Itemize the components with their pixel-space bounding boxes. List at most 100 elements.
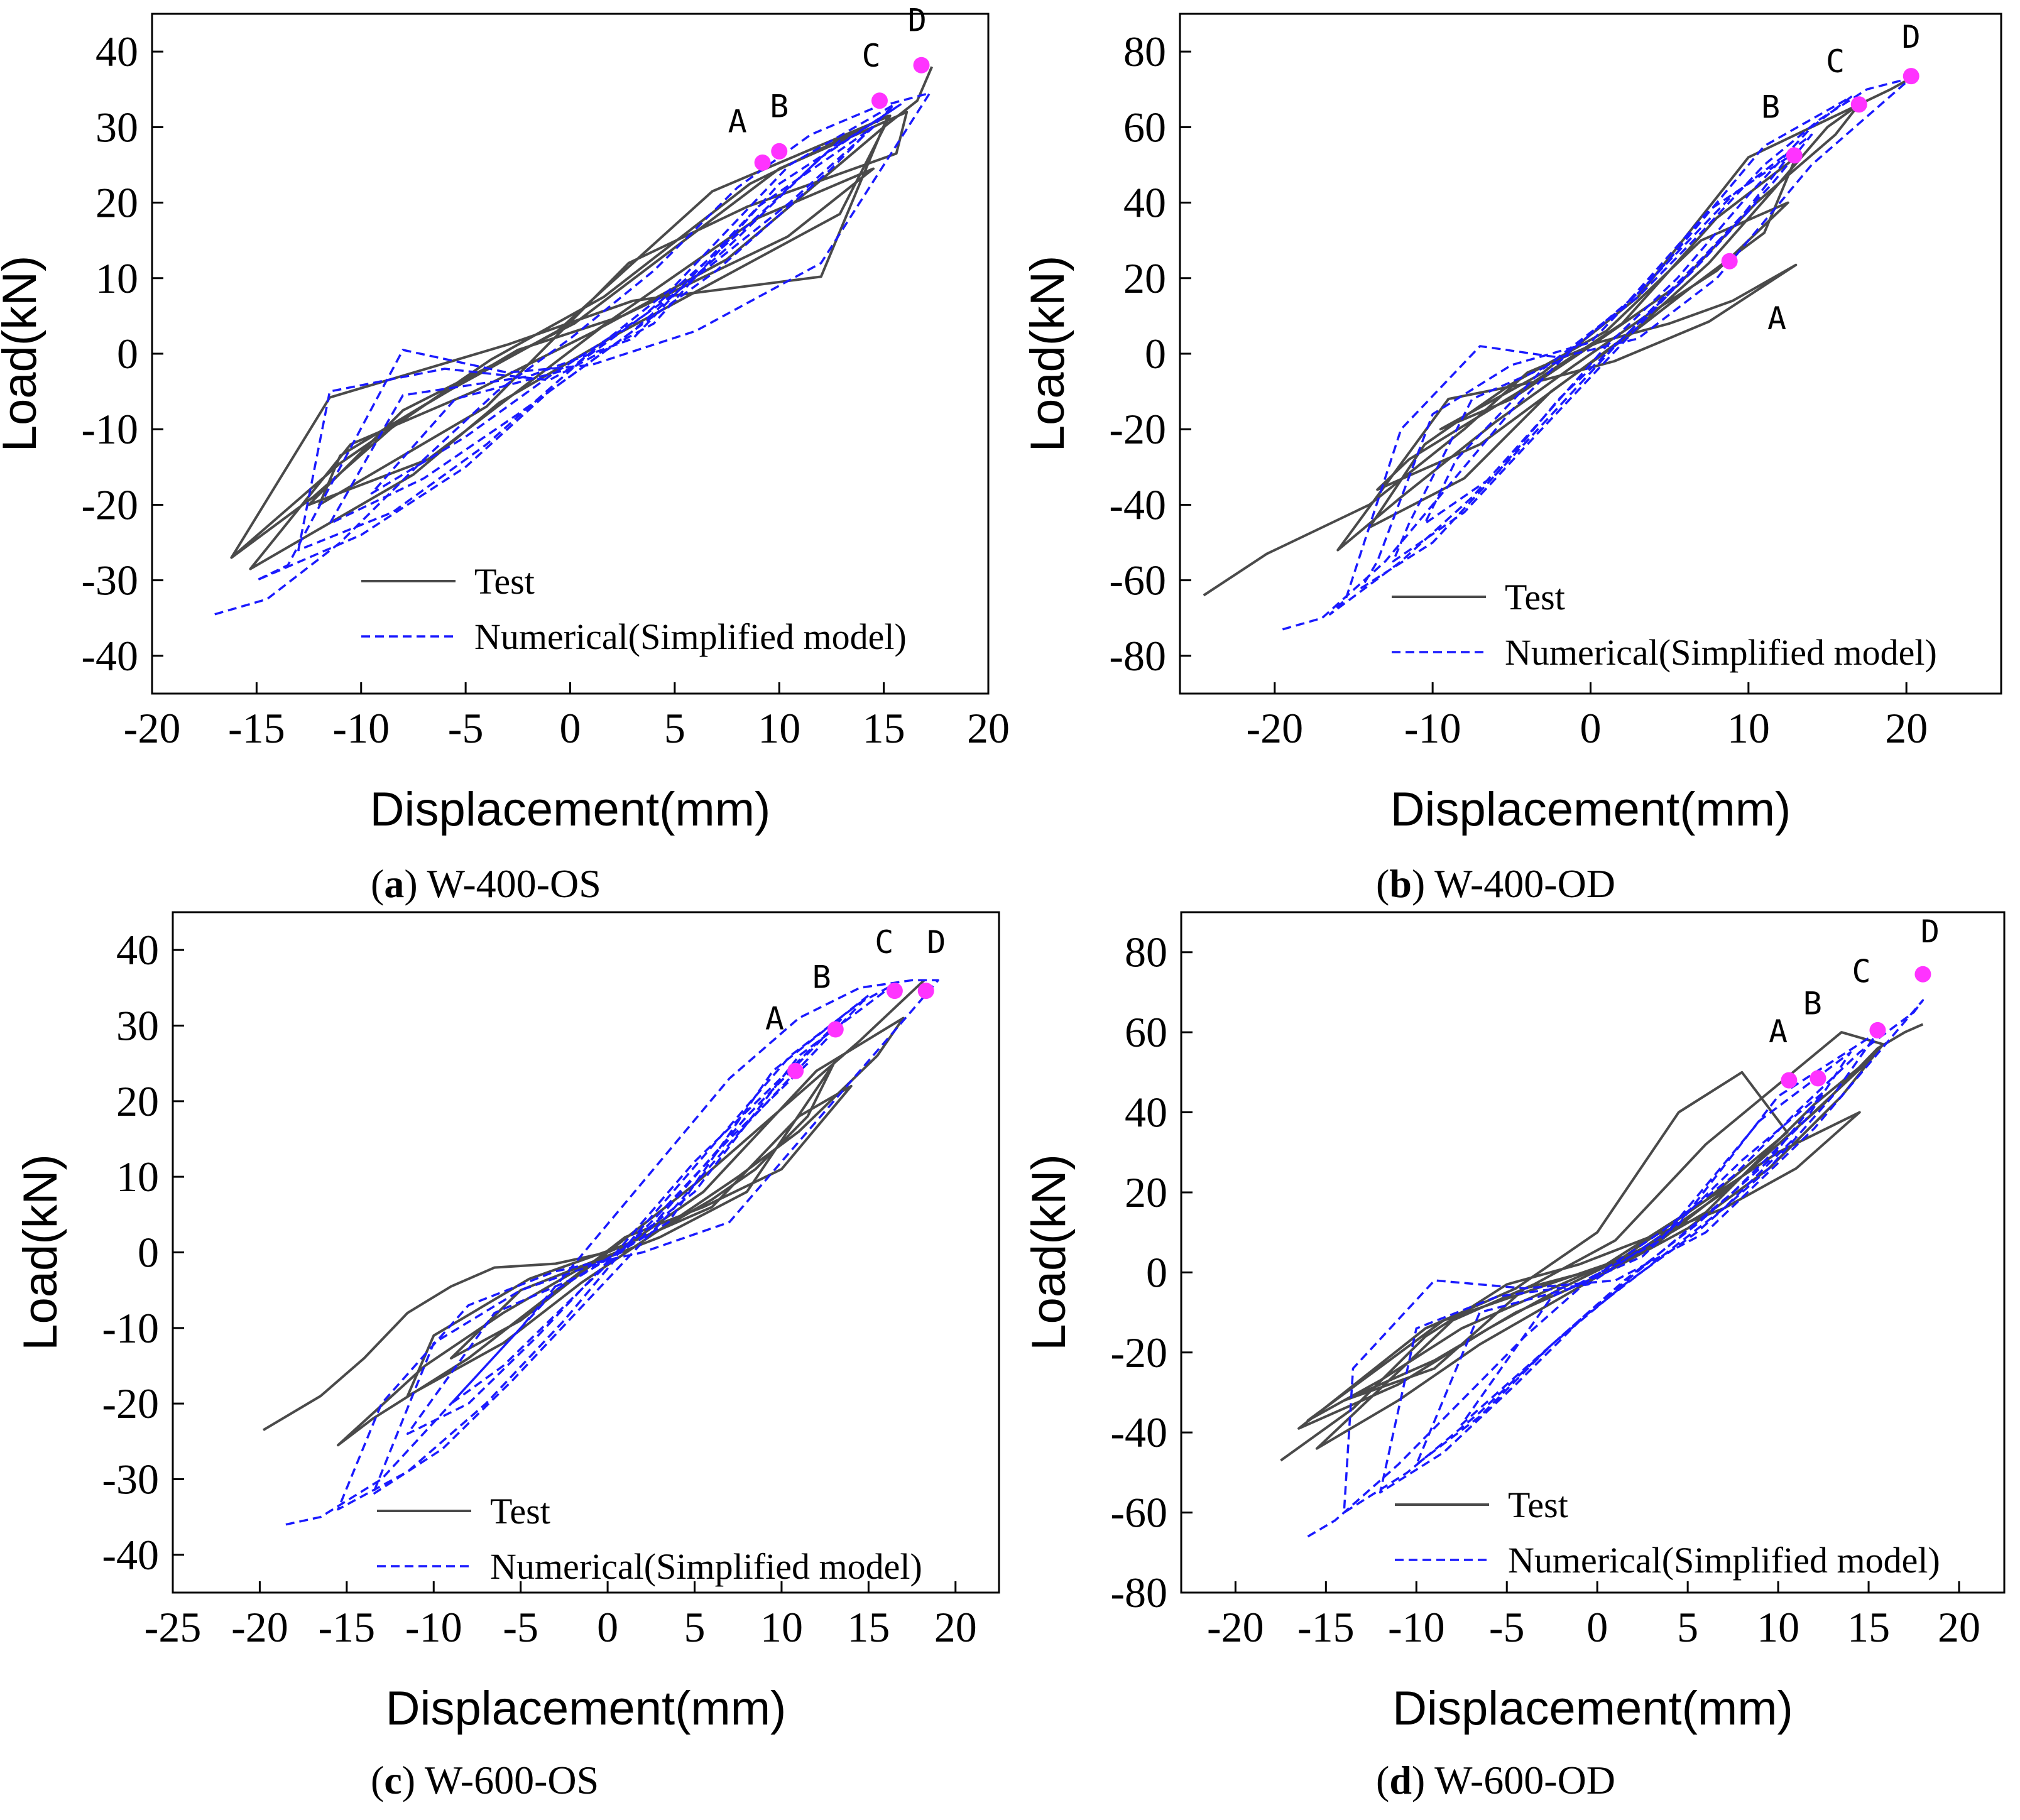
point-label-b: B xyxy=(812,959,831,995)
y-tick-label: -20 xyxy=(1110,1329,1167,1376)
y-tick-label: 80 xyxy=(1123,28,1166,75)
y-tick-label: -40 xyxy=(81,632,138,680)
point-marker-b xyxy=(771,143,788,160)
point-marker-d xyxy=(1903,68,1919,85)
y-tick-label: -80 xyxy=(1110,1569,1167,1616)
numerical-series-line xyxy=(1282,77,1913,631)
legend: Test Numerical(Simplified model) xyxy=(361,561,907,657)
x-tick-label: -5 xyxy=(503,1603,538,1651)
point-label-b: B xyxy=(1761,89,1780,125)
legend-test-label: Test xyxy=(474,561,535,602)
y-tick-label: 20 xyxy=(1123,254,1166,302)
x-tick-label: -15 xyxy=(228,704,285,752)
point-label-c: C xyxy=(1852,953,1870,989)
y-tick-label: 40 xyxy=(96,28,138,75)
y-tick-label: -40 xyxy=(1110,1409,1167,1456)
legend: Test Numerical(Simplified model) xyxy=(1392,577,1937,673)
y-tick-label: -80 xyxy=(1109,632,1166,680)
point-marker-a xyxy=(787,1062,804,1079)
point-label-d: D xyxy=(1921,913,1940,950)
x-tick-label: -10 xyxy=(332,704,390,752)
chart-panel-d: -20 -15 -10 -5 0 5 10 15 20 -80 -60 -40 -20 0 20 40 60 80… xyxy=(1022,911,2006,1802)
point-label-b: B xyxy=(770,89,789,125)
point-marker-d xyxy=(917,983,934,1000)
x-tick-label: 0 xyxy=(1580,704,1602,752)
point-marker-b xyxy=(1810,1070,1826,1087)
point-marker-d xyxy=(913,57,930,74)
point-marker-c xyxy=(886,983,903,1000)
plot-area xyxy=(262,979,939,1526)
legend-numerical-label: Numerical(Simplified model) xyxy=(1505,632,1937,673)
point-marker-a xyxy=(754,154,771,171)
y-tick-label: -20 xyxy=(81,481,138,528)
y-tick-label: 80 xyxy=(1125,929,1167,976)
y-tick-label: 40 xyxy=(1123,179,1166,227)
x-tick-label: 10 xyxy=(1757,1603,1799,1651)
x-tick-label: 15 xyxy=(1847,1603,1890,1651)
y-axis-title: Load(kN) xyxy=(1021,256,1074,452)
x-axis-title: Displacement(mm) xyxy=(1392,1682,1793,1735)
x-tick-label: -10 xyxy=(1388,1603,1445,1651)
y-tick-label: -10 xyxy=(81,405,138,453)
y-tick-label: -30 xyxy=(81,557,138,604)
plot-frame xyxy=(172,911,1000,1594)
numerical-series-line xyxy=(214,92,931,616)
legend-test-label: Test xyxy=(490,1491,550,1532)
x-tick-label: 0 xyxy=(597,1603,618,1651)
y-tick-label: 0 xyxy=(1145,330,1166,378)
point-marker-a xyxy=(1721,253,1738,270)
plot-frame xyxy=(151,13,990,695)
y-tick-label: 40 xyxy=(1125,1089,1167,1136)
point-label-d: D xyxy=(927,924,946,961)
x-tick-label: 20 xyxy=(1885,704,1928,752)
point-marker-a xyxy=(1781,1072,1798,1089)
y-axis-title: Load(kN) xyxy=(14,1154,67,1351)
test-series-line xyxy=(230,66,934,570)
x-tick-label: 15 xyxy=(847,1603,890,1651)
legend: Test Numerical(Simplified model) xyxy=(1395,1485,1940,1581)
point-label-a: A xyxy=(1767,300,1786,337)
y-tick-label: 60 xyxy=(1123,103,1166,151)
test-series-line xyxy=(1203,77,1912,597)
numerical-series-line xyxy=(1307,999,1924,1538)
y-tick-label: 0 xyxy=(117,330,138,378)
x-tick-label: 20 xyxy=(1938,1603,1980,1651)
point-label-c: C xyxy=(1826,43,1845,80)
x-tick-label: -20 xyxy=(231,1603,288,1651)
y-tick-label: 20 xyxy=(96,179,138,227)
point-label-d: D xyxy=(908,3,927,39)
x-axis-title: Displacement(mm) xyxy=(1390,783,1791,836)
point-marker-b xyxy=(1786,147,1803,164)
legend-numerical-label: Numerical(Simplified model) xyxy=(490,1546,922,1587)
x-tick-label: -5 xyxy=(448,704,484,752)
x-tick-label: -10 xyxy=(1404,704,1461,752)
test-series-line xyxy=(262,979,925,1447)
point-label-a: A xyxy=(1769,1013,1788,1050)
y-tick-label: 30 xyxy=(116,1002,159,1050)
legend-test-label: Test xyxy=(1508,1485,1568,1525)
y-tick-label: 10 xyxy=(96,254,138,302)
point-label-a: A xyxy=(728,104,747,140)
y-tick-label: -20 xyxy=(1109,405,1166,453)
y-tick-label: -40 xyxy=(1109,481,1166,528)
x-tick-label: -5 xyxy=(1489,1603,1525,1651)
x-tick-label: 20 xyxy=(934,1603,977,1651)
x-tick-label: 0 xyxy=(560,704,581,752)
x-tick-label: -15 xyxy=(1297,1603,1355,1651)
x-tick-label: 15 xyxy=(863,704,905,752)
plot-area xyxy=(214,66,934,616)
y-tick-label: 20 xyxy=(116,1077,159,1125)
x-tick-label: 20 xyxy=(967,704,1010,752)
y-tick-label: 60 xyxy=(1125,1008,1167,1056)
x-tick-label: 10 xyxy=(760,1603,803,1651)
plot-area xyxy=(1280,999,1924,1538)
point-marker-c xyxy=(1850,96,1867,113)
y-tick-label: -30 xyxy=(102,1456,159,1503)
y-tick-label: -40 xyxy=(102,1531,159,1579)
x-tick-label: -15 xyxy=(319,1603,376,1651)
x-tick-label: -20 xyxy=(1246,704,1303,752)
point-marker-b xyxy=(827,1021,844,1038)
y-tick-label: 40 xyxy=(116,926,159,974)
legend-test-label: Test xyxy=(1505,577,1565,618)
point-label-d: D xyxy=(1902,19,1921,55)
